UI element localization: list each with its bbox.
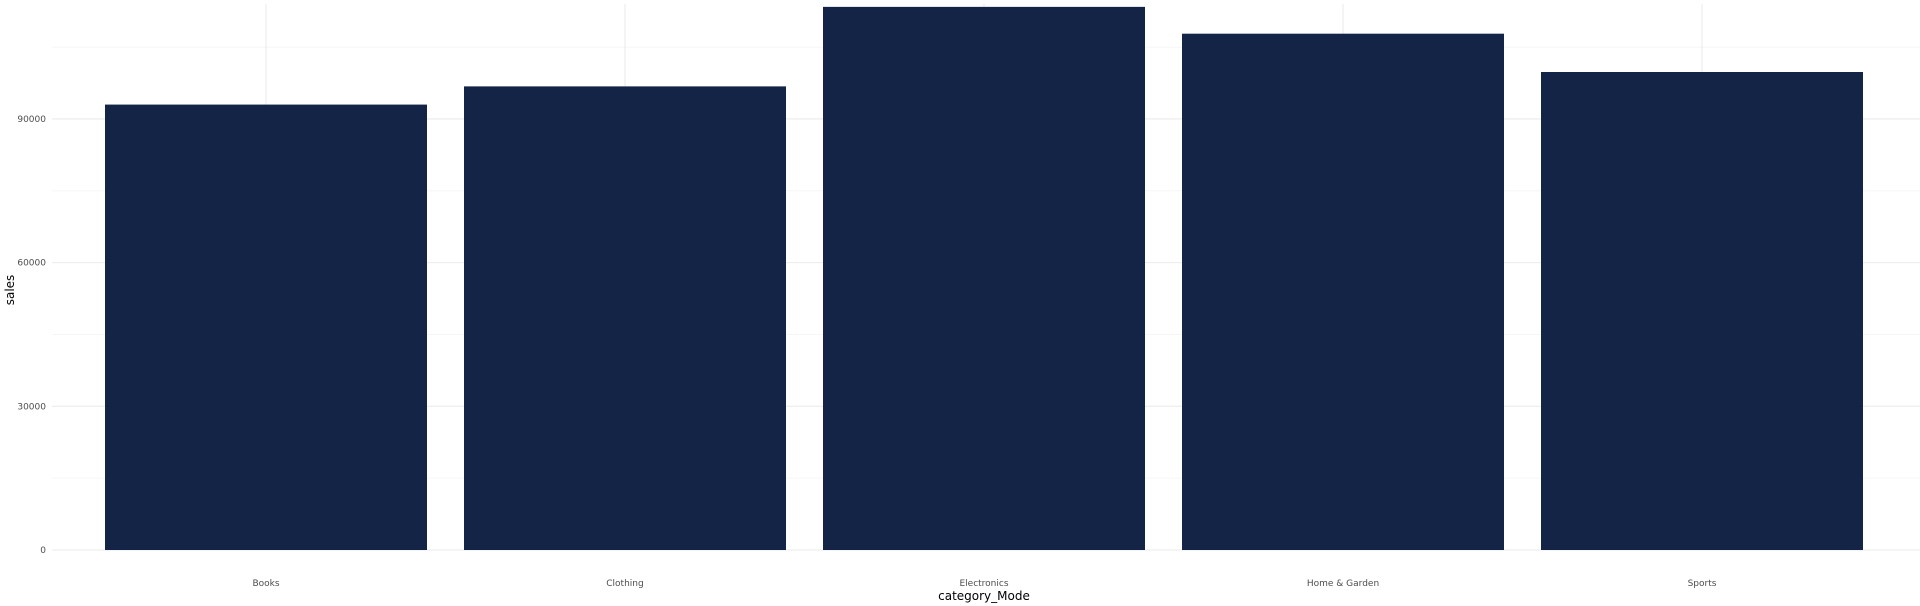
x-tick-label: Sports [1688,579,1717,589]
x-tick-label: Clothing [606,579,643,589]
bars [105,6,1863,551]
y-tick-label: 60000 [17,259,46,269]
y-axis-title: sales [3,275,17,306]
x-tick-label: Home & Garden [1307,579,1379,589]
bar-sports [1541,72,1863,550]
bar-home-garden [1182,33,1504,550]
bar-clothing [464,86,786,551]
x-axis-title: category_Mode [938,589,1030,603]
x-tick-label: Books [252,579,279,589]
x-axis-ticks: Books Clothing Electronics Home & Garden Spo… [252,579,1716,589]
y-tick-label: 0 [40,546,46,556]
bar-books [105,104,427,550]
x-tick-label: Electronics [959,579,1008,589]
y-tick-label: 90000 [17,115,46,125]
y-axis-ticks: 0 30000 60000 90000 [17,115,46,556]
bar-electronics [823,6,1145,551]
y-tick-label: 30000 [17,402,46,412]
